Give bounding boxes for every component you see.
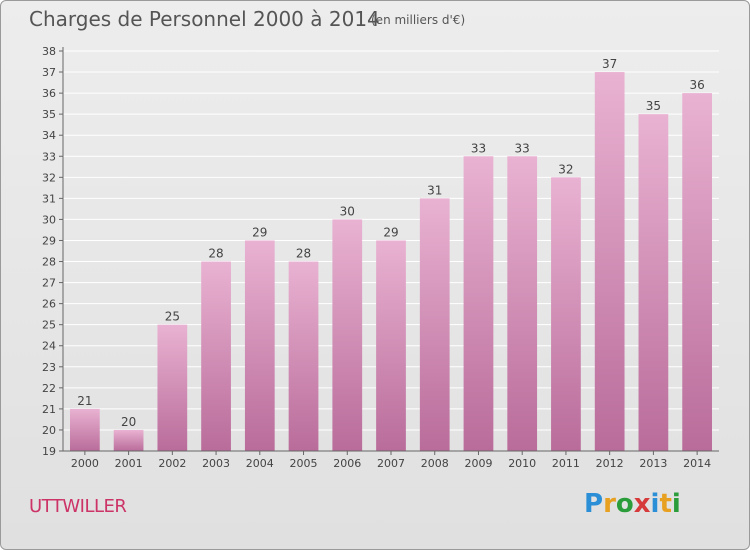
bar-2014 (682, 93, 713, 452)
bar-2000 (69, 408, 100, 451)
data-label: 32 (558, 162, 573, 176)
logo-letter: P (584, 489, 604, 519)
data-label: 33 (471, 141, 486, 155)
data-label: 35 (646, 99, 661, 113)
y-tick-label: 30 (42, 213, 56, 226)
x-tick-label: 2012 (596, 457, 624, 470)
x-tick-label: 2007 (377, 457, 405, 470)
commune-name: UTTWILLER (29, 496, 127, 517)
x-tick-label: 2001 (115, 457, 143, 470)
data-label: 28 (208, 247, 223, 261)
logo-letter: x (633, 489, 651, 519)
axes: 19 20 21 22 23 24 25 26 27 28 29 30 31 32 33 34 35 36 37 38… (42, 45, 719, 470)
data-label: 25 (165, 310, 180, 324)
bar-2010 (507, 156, 538, 451)
y-tick-label: 37 (42, 66, 56, 79)
data-label: 36 (689, 78, 704, 92)
y-tick-label: 19 (42, 445, 56, 458)
bar-2009 (463, 156, 494, 451)
y-tick-label: 28 (42, 256, 56, 269)
data-label: 29 (252, 225, 267, 239)
y-tick-label: 23 (42, 361, 56, 374)
x-tick-label: 2005 (290, 457, 318, 470)
y-tick-label: 25 (42, 319, 56, 332)
x-tick-label: 2002 (158, 457, 186, 470)
x-tick-label: 2009 (464, 457, 492, 470)
bar-2005 (288, 261, 319, 451)
data-label: 29 (383, 225, 398, 239)
logo-letter: t (659, 489, 672, 519)
data-label: 31 (427, 183, 442, 197)
y-tick-label: 27 (42, 277, 56, 290)
bar-2012 (594, 72, 625, 451)
y-tick-label: 21 (42, 403, 56, 416)
chart-title: Charges de Personnel 2000 à 2014 (29, 7, 380, 31)
bar-2002 (157, 324, 188, 451)
data-label: 33 (515, 141, 530, 155)
bar-2006 (332, 219, 363, 451)
x-tick-label: 2010 (508, 457, 536, 470)
x-tick-label: 2008 (421, 457, 449, 470)
x-tick-label: 2014 (683, 457, 711, 470)
y-tick-label: 32 (42, 171, 56, 184)
bar-2007 (376, 240, 406, 451)
y-tick-label: 35 (42, 108, 56, 121)
x-tick-label: 2004 (246, 457, 274, 470)
bar-2003 (201, 261, 231, 451)
data-label: 30 (340, 204, 355, 218)
y-tick-label: 36 (42, 87, 56, 100)
x-tick-label: 2013 (639, 457, 667, 470)
chart-subtitle: (en milliers d'€) (371, 13, 466, 27)
data-label: 37 (602, 57, 617, 71)
bar-2004 (244, 240, 275, 451)
proxiti-logo: Proxiti (584, 489, 681, 519)
bar-2008 (419, 198, 450, 451)
logo-letter: i (650, 489, 660, 519)
y-tick-label: 24 (42, 340, 56, 353)
x-tick-label: 2000 (71, 457, 99, 470)
y-tick-label: 33 (42, 150, 56, 163)
data-label: 20 (121, 415, 136, 429)
y-tick-label: 20 (42, 424, 56, 437)
logo-letter: i (671, 489, 681, 519)
y-tick-label: 31 (42, 192, 56, 205)
logo-letter: r (603, 489, 616, 519)
y-tick-label: 38 (42, 45, 56, 58)
data-label: 21 (77, 394, 92, 408)
x-tick-label: 2011 (552, 457, 580, 470)
y-tick-label: 29 (42, 234, 56, 247)
y-tick-label: 34 (42, 129, 56, 142)
y-tick-label: 26 (42, 298, 56, 311)
y-tick-label: 22 (42, 382, 56, 395)
logo-letter: o (615, 489, 634, 519)
bar-2001 (113, 429, 144, 451)
bar-2011 (551, 177, 581, 451)
bars: 21 20 25 28 29 28 30 29 31 33 33 32 37 35 36 (69, 57, 713, 452)
x-tick-label: 2003 (202, 457, 230, 470)
data-label: 28 (296, 247, 311, 261)
x-tick-label: 2006 (333, 457, 361, 470)
bar-2013 (638, 114, 669, 451)
